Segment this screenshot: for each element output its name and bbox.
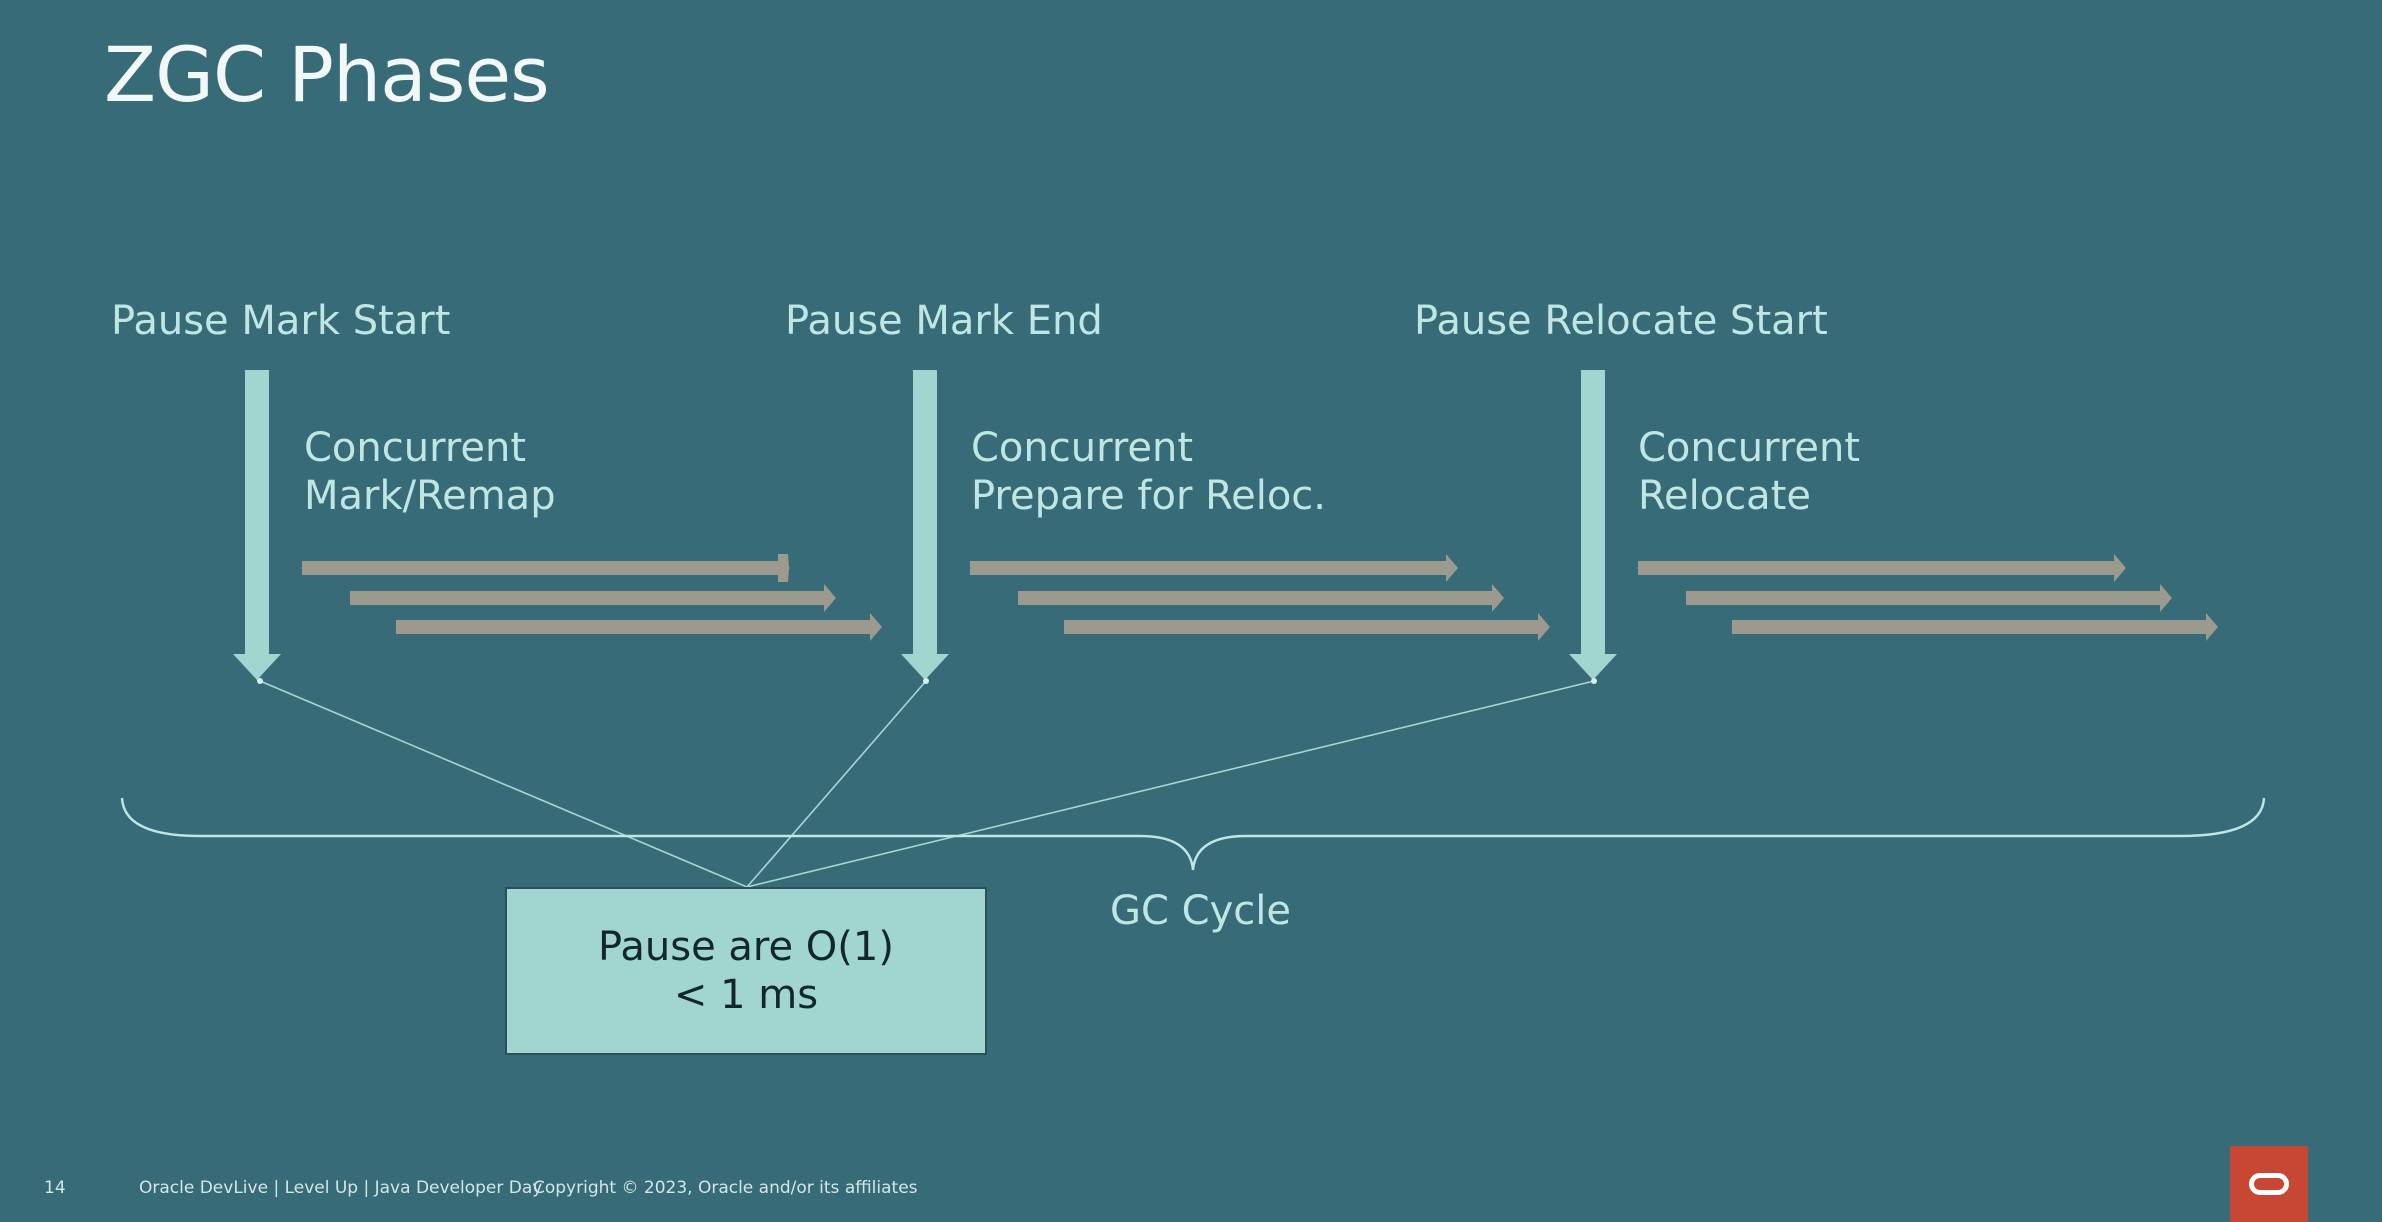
- gc-cycle-label: GC Cycle: [1110, 888, 1291, 934]
- footer-event: Oracle DevLive | Level Up | Java Develop…: [139, 1178, 543, 1198]
- pause-relocate-start-label: Pause Relocate Start: [1414, 298, 1828, 344]
- thread-arrows-mark-remap: [302, 554, 882, 641]
- pause-arrow-relocate-start: [1569, 370, 1617, 680]
- pause-arrow-mark-end: [901, 370, 949, 680]
- concurrent-mark-remap-label: Concurrent Mark/Remap: [304, 424, 556, 520]
- pointer-lines: [259, 680, 1595, 888]
- thread-arrows-relocate: [1638, 554, 2218, 641]
- pause-note-line1: Pause are O(1): [598, 924, 894, 970]
- pause-mark-start-label: Pause Mark Start: [111, 298, 451, 344]
- concurrent-label-line2: Prepare for Reloc.: [971, 473, 1326, 519]
- slide-title: ZGC Phases: [104, 30, 550, 119]
- pause-note-line2: < 1 ms: [673, 972, 819, 1018]
- pause-arrow-mark-start: [233, 370, 281, 680]
- pointer-dots: [257, 678, 1597, 684]
- oracle-logo-icon: [2230, 1146, 2308, 1222]
- pause-mark-end-label: Pause Mark End: [785, 298, 1103, 344]
- page-number: 14: [44, 1178, 66, 1198]
- concurrent-label-line1: Concurrent: [304, 425, 527, 471]
- concurrent-label-line1: Concurrent: [971, 425, 1194, 471]
- thread-arrows-prepare-reloc: [970, 554, 1550, 641]
- concurrent-label-line1: Concurrent: [1638, 425, 1861, 471]
- concurrent-label-line2: Relocate: [1638, 473, 1811, 519]
- concurrent-prepare-reloc-label: Concurrent Prepare for Reloc.: [971, 424, 1326, 520]
- pause-note-box: Pause are O(1) < 1 ms: [505, 887, 987, 1055]
- concurrent-label-line2: Mark/Remap: [304, 473, 556, 519]
- concurrent-relocate-label: Concurrent Relocate: [1638, 424, 1860, 520]
- oracle-ring-shape: [2249, 1173, 2289, 1195]
- gc-cycle-brace: [120, 797, 2266, 871]
- footer-copyright: Copyright © 2023, Oracle and/or its affi…: [533, 1178, 918, 1198]
